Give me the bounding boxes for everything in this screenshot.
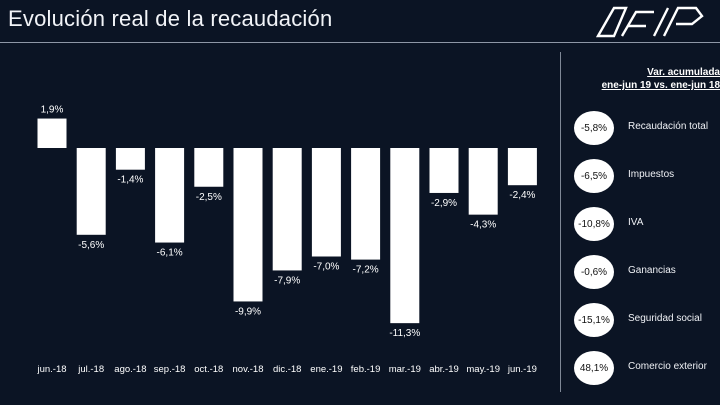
panel-item-impuestos: -6,5% Impuestos bbox=[574, 159, 720, 193]
x-tick-label: abr.-19 bbox=[429, 364, 459, 375]
x-tick-label: jun.-19 bbox=[507, 364, 537, 375]
bar-chart: 1,9% jun.-18 -5,6% jul.-18 -1,4% ago.-18 -6,1%… bbox=[36, 105, 537, 375]
bar-jun.-18 bbox=[37, 118, 67, 148]
bar-ene.-19 bbox=[311, 148, 341, 257]
value-badge: -15,1% bbox=[574, 303, 614, 337]
x-tick-label: oct.-18 bbox=[194, 364, 223, 375]
x-tick-label: ene.-19 bbox=[310, 364, 342, 375]
data-label-dic.-18: -7,9% bbox=[274, 275, 300, 286]
panel-item-comercio-exterior: 48,1% Comercio exterior bbox=[574, 351, 720, 385]
data-label-jun.-19: -2,4% bbox=[509, 190, 535, 201]
value-badge: -0,6% bbox=[574, 255, 614, 289]
bar-jun.-19 bbox=[507, 148, 537, 186]
header-divider bbox=[0, 42, 720, 43]
panel-title: Var. acumulada ene-jun 19 vs. ene-jun 18 bbox=[566, 66, 720, 92]
panel-divider bbox=[560, 52, 561, 392]
data-label-oct.-18: -2,5% bbox=[196, 192, 222, 203]
page-title: Evolución real de la recaudación bbox=[8, 6, 333, 31]
bar-may.-19 bbox=[468, 148, 498, 215]
data-label-may.-19: -4,3% bbox=[470, 220, 496, 231]
x-tick-label: nov.-18 bbox=[233, 364, 264, 375]
data-label-jul.-18: -5,6% bbox=[78, 240, 104, 251]
data-label-abr.-19: -2,9% bbox=[431, 198, 457, 209]
x-tick-label: jul.-18 bbox=[77, 364, 104, 375]
x-tick-label: feb.-19 bbox=[351, 364, 381, 375]
bar-sep.-18 bbox=[155, 148, 185, 243]
data-label-ene.-19: -7,0% bbox=[313, 262, 339, 273]
x-tick-label: jun.-18 bbox=[36, 364, 66, 375]
bar-abr.-19 bbox=[429, 148, 459, 193]
data-label-feb.-19: -7,2% bbox=[353, 265, 379, 276]
bar-dic.-18 bbox=[272, 148, 302, 271]
panel-item-ganancias: -0,6% Ganancias bbox=[574, 255, 720, 289]
data-label-mar.-19: -11,3% bbox=[389, 328, 420, 339]
data-label-nov.-18: -9,9% bbox=[235, 306, 261, 317]
x-tick-label: mar.-19 bbox=[389, 364, 421, 375]
item-label: Ganancias bbox=[628, 265, 676, 276]
value-badge: 48,1% bbox=[574, 351, 614, 385]
bar-jul.-18 bbox=[76, 148, 106, 235]
x-tick-label: sep.-18 bbox=[154, 364, 186, 375]
panel-item-iva: -10,8% IVA bbox=[574, 207, 720, 241]
data-label-sep.-18: -6,1% bbox=[157, 248, 183, 259]
data-label-jun.-18: 1,9% bbox=[41, 105, 64, 116]
item-label: Impuestos bbox=[628, 169, 675, 180]
x-tick-label: ago.-18 bbox=[114, 364, 146, 375]
afip-logo bbox=[595, 6, 704, 38]
item-label: Recaudación total bbox=[628, 121, 709, 132]
panel-title-line1: Var. acumulada bbox=[647, 67, 720, 78]
bar-mar.-19 bbox=[390, 148, 420, 324]
item-label: IVA bbox=[628, 217, 644, 228]
panel-item-seguridad-social: -15,1% Seguridad social bbox=[574, 303, 720, 337]
panel-title-line2: ene-jun 19 vs. ene-jun 18 bbox=[601, 80, 720, 91]
x-tick-label: may.-19 bbox=[466, 364, 500, 375]
value-badge: -6,5% bbox=[574, 159, 614, 193]
value-badge: -5,8% bbox=[574, 111, 614, 145]
bar-nov.-18 bbox=[233, 148, 263, 302]
item-label: Comercio exterior bbox=[628, 361, 707, 372]
item-label: Seguridad social bbox=[628, 313, 702, 324]
value-badge: -10,8% bbox=[574, 207, 614, 241]
panel-item-recaudacion-total: -5,8% Recaudación total bbox=[574, 111, 720, 145]
bar-oct.-18 bbox=[194, 148, 224, 187]
data-label-ago.-18: -1,4% bbox=[117, 175, 143, 186]
bar-ago.-18 bbox=[115, 148, 145, 170]
x-tick-label: dic.-18 bbox=[273, 364, 302, 375]
bar-feb.-19 bbox=[351, 148, 381, 260]
